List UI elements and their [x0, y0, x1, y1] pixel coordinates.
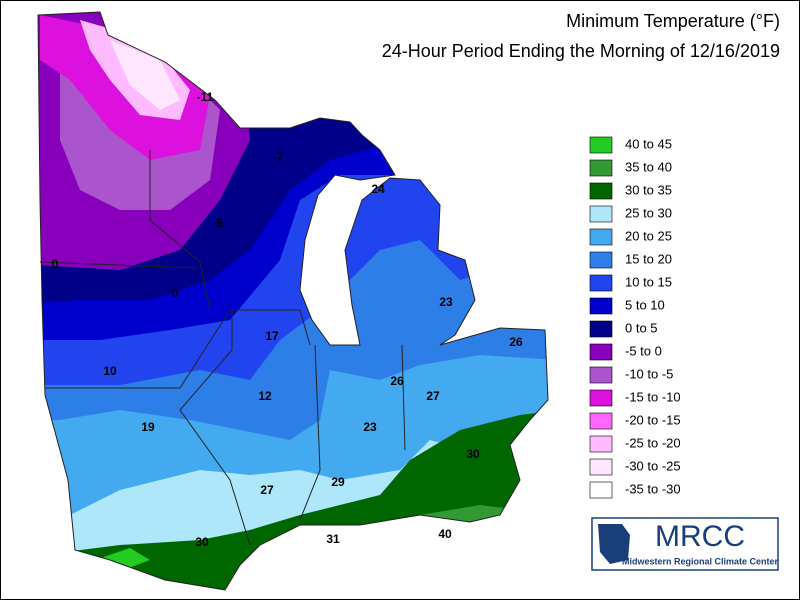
map-subtitle: 24-Hour Period Ending the Morning of 12/… — [382, 41, 780, 61]
map-label: -11 — [197, 90, 214, 104]
map-labels: -11 -7 24 -5 0 0 23 26 17 10 26 27 12 19… — [52, 90, 523, 549]
legend-swatch — [589, 205, 613, 223]
map-label: 30 — [466, 447, 480, 461]
legend-label: 40 to 45 — [625, 136, 672, 151]
legend-label: 20 to 25 — [625, 228, 672, 243]
legend-label: 5 to 10 — [625, 297, 665, 312]
legend-label: -5 to 0 — [625, 343, 662, 358]
legend-label: -25 to -20 — [625, 435, 681, 450]
map-label: 31 — [326, 532, 340, 546]
legend-swatch — [589, 343, 613, 361]
map-label: 10 — [103, 364, 117, 378]
map-label: 23 — [439, 295, 453, 309]
map-label: 26 — [390, 374, 404, 388]
legend-label: 30 to 35 — [625, 182, 672, 197]
legend-swatch — [589, 182, 613, 200]
state-borders — [37, 11, 549, 591]
map-label: 19 — [141, 420, 155, 434]
legend-swatch — [589, 366, 613, 384]
legend-label: -10 to -5 — [625, 366, 673, 381]
legend-swatch — [589, 274, 613, 292]
map-label: 23 — [363, 420, 377, 434]
map-label: 24 — [371, 182, 385, 196]
legend-label: -30 to -25 — [625, 458, 681, 473]
legend-label: -20 to -15 — [625, 412, 681, 427]
legend-label: 15 to 20 — [625, 251, 672, 266]
legend-label: 35 to 40 — [625, 159, 672, 174]
map-label: 26 — [509, 335, 523, 349]
map-title: Minimum Temperature (°F) — [566, 11, 780, 31]
legend-swatch — [589, 435, 613, 453]
legend-label: 0 to 5 — [625, 320, 658, 335]
legend-label: -35 to -30 — [625, 481, 681, 496]
map-label: 0 — [172, 286, 179, 300]
map-label: 0 — [52, 257, 59, 271]
legend-swatch — [589, 458, 613, 476]
legend-swatch — [589, 297, 613, 315]
legend-label: -15 to -10 — [625, 389, 681, 404]
legend-swatch — [589, 412, 613, 430]
logo-full-name: Midwestern Regional Climate Center — [622, 556, 779, 566]
legend-label: 25 to 30 — [625, 205, 672, 220]
map-label: 30 — [195, 535, 209, 549]
map-label: 12 — [258, 389, 272, 403]
legend: 40 to 45 35 to 40 30 to 35 25 to 30 20 to 25… — [589, 136, 681, 499]
legend-swatch — [589, 159, 613, 177]
map-label: -7 — [273, 150, 284, 164]
logo-name: MRCC — [655, 520, 745, 553]
map-label: -5 — [213, 216, 224, 230]
logo: MRCC Midwestern Regional Climate Center — [591, 517, 779, 571]
map-label: 40 — [438, 527, 452, 541]
legend-swatch — [589, 389, 613, 407]
legend-swatch — [589, 228, 613, 246]
legend-swatch — [589, 251, 613, 269]
legend-swatch — [589, 481, 613, 499]
map-label: 17 — [265, 329, 279, 343]
map-label: 27 — [426, 389, 440, 403]
legend-swatch — [589, 136, 613, 154]
map-label: 29 — [331, 475, 345, 489]
map-label: 27 — [260, 483, 274, 497]
legend-swatch — [589, 320, 613, 338]
legend-label: 10 to 15 — [625, 274, 672, 289]
